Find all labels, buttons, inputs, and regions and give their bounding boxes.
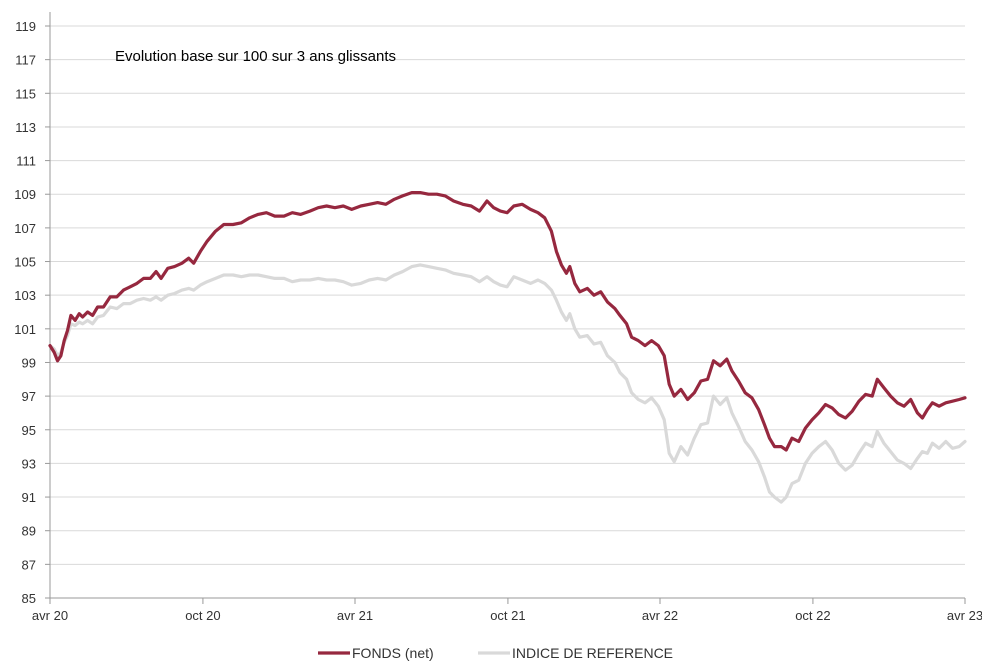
x-tick-label: avr 21 — [337, 608, 373, 623]
y-tick-label: 111 — [16, 154, 36, 169]
y-tick-label: 101 — [14, 322, 36, 337]
x-axis-ticks: avr 20 oct 20 avr 21 oct 21 avr 22 oct 22 avr … — [32, 598, 982, 623]
y-tick-label: 105 — [14, 255, 36, 270]
x-tick-label: avr 23 — [947, 608, 982, 623]
y-tick-label: 103 — [14, 288, 36, 303]
y-tick-label: 113 — [15, 120, 36, 135]
x-tick-label: oct 20 — [185, 608, 220, 623]
y-tick-label: 117 — [15, 53, 36, 68]
y-tick-label: 109 — [14, 187, 36, 202]
y-tick-label: 91 — [22, 490, 36, 505]
y-tick-label: 89 — [22, 524, 36, 539]
y-axis-ticks: 85 87 89 91 93 95 97 99 101 103 105 107 109 111 113 115… — [14, 19, 50, 606]
y-tick-label: 85 — [22, 591, 36, 606]
x-tick-label: oct 22 — [795, 608, 830, 623]
x-tick-label: oct 21 — [490, 608, 525, 623]
series-line-0 — [48, 191, 967, 452]
y-tick-label: 119 — [15, 19, 36, 34]
y-tick-label: 93 — [22, 456, 36, 471]
series-line-1 — [48, 263, 967, 504]
y-tick-label: 95 — [22, 423, 36, 438]
chart-title: Evolution base sur 100 sur 3 ans glissan… — [115, 48, 396, 65]
legend-label-1: INDICE DE REFERENCE — [512, 645, 673, 661]
legend: FONDS (net) INDICE DE REFERENCE — [318, 645, 673, 661]
y-tick-label: 87 — [22, 557, 36, 572]
x-tick-label: avr 22 — [642, 608, 678, 623]
y-tick-label: 115 — [15, 86, 36, 101]
x-tick-label: avr 20 — [32, 608, 68, 623]
gridlines — [50, 25, 965, 599]
y-tick-label: 99 — [22, 355, 36, 370]
series-lines — [48, 191, 967, 504]
legend-label-0: FONDS (net) — [352, 645, 434, 661]
y-tick-label: 97 — [22, 389, 36, 404]
y-tick-label: 107 — [14, 221, 36, 236]
